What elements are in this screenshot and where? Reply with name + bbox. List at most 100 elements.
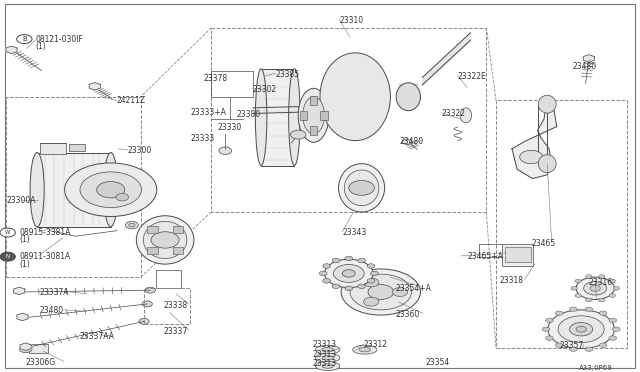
Circle shape (599, 311, 607, 315)
Text: 08121-030IF: 08121-030IF (35, 35, 83, 44)
Text: 23378: 23378 (204, 74, 228, 83)
Text: 08915-3381A: 08915-3381A (19, 228, 70, 237)
Text: 23333+A: 23333+A (191, 108, 227, 117)
Circle shape (368, 285, 394, 299)
Circle shape (333, 264, 364, 282)
Circle shape (323, 279, 330, 283)
Circle shape (585, 347, 593, 352)
Text: 23357: 23357 (560, 341, 584, 350)
Text: 23310: 23310 (339, 16, 364, 25)
Circle shape (612, 327, 620, 331)
Text: (1): (1) (19, 235, 30, 244)
Ellipse shape (104, 153, 118, 227)
Circle shape (17, 35, 32, 44)
Text: 23343: 23343 (342, 228, 367, 237)
Text: 23480: 23480 (573, 62, 597, 71)
Circle shape (575, 279, 581, 283)
Circle shape (556, 311, 563, 315)
Ellipse shape (30, 153, 44, 227)
Circle shape (139, 318, 149, 324)
Bar (37, 153, 111, 227)
Circle shape (392, 288, 408, 296)
Ellipse shape (396, 83, 420, 111)
Circle shape (586, 275, 592, 279)
Circle shape (575, 294, 581, 297)
Polygon shape (6, 46, 17, 54)
Circle shape (350, 274, 412, 310)
Ellipse shape (136, 216, 194, 264)
Text: 23385: 23385 (275, 70, 300, 79)
Circle shape (345, 286, 353, 291)
Circle shape (576, 277, 614, 299)
Circle shape (345, 256, 353, 261)
Ellipse shape (303, 97, 324, 134)
Circle shape (358, 258, 365, 263)
Circle shape (19, 345, 32, 353)
Text: 23318: 23318 (499, 276, 524, 285)
Circle shape (609, 279, 616, 283)
Circle shape (570, 323, 593, 336)
Circle shape (520, 150, 543, 164)
Bar (69, 144, 85, 151)
Bar (310, 126, 317, 135)
Ellipse shape (339, 164, 385, 212)
Circle shape (576, 326, 586, 332)
Circle shape (599, 343, 607, 347)
Polygon shape (583, 55, 595, 62)
Circle shape (570, 307, 577, 311)
Text: 23380: 23380 (237, 110, 261, 119)
Bar (156, 270, 181, 288)
Circle shape (545, 318, 553, 323)
Bar (147, 247, 157, 254)
Text: A33;0P69: A33;0P69 (579, 365, 613, 371)
Ellipse shape (538, 95, 556, 113)
Circle shape (341, 269, 420, 315)
Circle shape (548, 310, 614, 349)
Circle shape (364, 297, 379, 306)
Circle shape (291, 130, 306, 139)
Text: 23316: 23316 (589, 278, 613, 287)
Circle shape (324, 259, 373, 288)
Circle shape (0, 252, 15, 261)
Circle shape (585, 307, 593, 311)
Circle shape (142, 301, 152, 307)
Ellipse shape (316, 353, 340, 362)
Ellipse shape (538, 155, 556, 173)
Circle shape (571, 286, 577, 290)
Circle shape (584, 282, 607, 295)
Circle shape (0, 228, 15, 237)
Text: N: N (6, 254, 10, 259)
Text: 23354+A: 23354+A (396, 284, 431, 293)
Text: 23322E: 23322E (458, 72, 486, 81)
Ellipse shape (460, 108, 472, 123)
Text: (1): (1) (35, 42, 46, 51)
Circle shape (613, 286, 620, 290)
Ellipse shape (298, 89, 329, 142)
Circle shape (65, 163, 157, 217)
Bar (173, 247, 183, 254)
Circle shape (116, 193, 129, 201)
Text: 23313: 23313 (312, 340, 337, 349)
Circle shape (364, 278, 379, 287)
Text: 23480: 23480 (40, 306, 64, 315)
Circle shape (129, 223, 135, 227)
Ellipse shape (322, 347, 333, 352)
Bar (40, 143, 66, 154)
Ellipse shape (289, 69, 300, 166)
Text: 23354: 23354 (426, 358, 450, 367)
Circle shape (125, 221, 138, 229)
Circle shape (151, 232, 179, 248)
Text: 23300: 23300 (128, 146, 152, 155)
Ellipse shape (359, 347, 371, 352)
Circle shape (22, 347, 29, 351)
Text: 23465+A: 23465+A (467, 252, 503, 261)
Ellipse shape (344, 170, 379, 206)
Ellipse shape (316, 362, 340, 371)
Text: 23322: 23322 (442, 109, 466, 118)
Circle shape (598, 298, 605, 302)
Bar (300, 111, 307, 120)
Circle shape (558, 316, 604, 343)
Text: 23312: 23312 (364, 340, 388, 349)
Ellipse shape (320, 53, 390, 141)
Ellipse shape (322, 364, 333, 368)
